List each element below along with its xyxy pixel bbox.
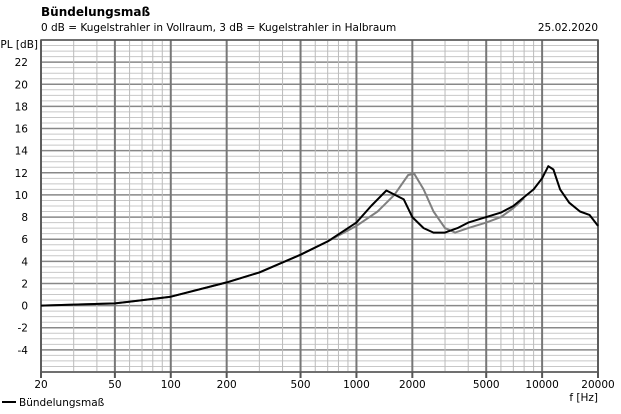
y-tick-label: 16 [15,124,29,136]
y-axis-label: SPL [dB] [0,39,38,51]
x-tick-label: 20 [34,379,47,391]
y-tick-label: 6 [21,234,28,246]
x-axis-label: f [Hz] [569,392,598,404]
y-tick-label: 20 [15,79,28,91]
x-tick-label: 50 [108,379,121,391]
x-tick-label: 200 [217,379,237,391]
x-tick-label: 5000 [473,379,500,391]
chart-subtitle: 0 dB = Kugelstrahler in Vollraum, 3 dB =… [41,22,396,34]
x-tick-label: 1000 [343,379,370,391]
chart-date: 25.02.2020 [538,22,598,34]
y-tick-label: 8 [21,212,28,224]
x-tick-label: 20000 [581,379,614,391]
y-tick-label: -2 [18,323,28,335]
x-tick-label: 100 [161,379,181,391]
legend-label: Bündelungsmaß [19,397,105,409]
x-tick-label: 2000 [399,379,426,391]
y-tick-label: 0 [21,301,28,313]
y-tick-label: 4 [21,256,28,268]
y-tick-label: 18 [15,101,28,113]
y-tick-label: 22 [15,57,28,69]
series-line-buendelungsmass [40,165,599,307]
plot-frame [40,39,599,373]
y-tick-label: 12 [15,168,28,180]
y-tick-label: 14 [15,146,29,158]
x-tick-label: 10000 [525,379,558,391]
y-tick-label: -4 [18,345,29,357]
x-tick-label: 500 [291,379,311,391]
y-tick-label: 10 [15,190,28,202]
chart-title: Bündelungsmaß [41,5,150,19]
y-tick-label: 2 [21,278,28,290]
